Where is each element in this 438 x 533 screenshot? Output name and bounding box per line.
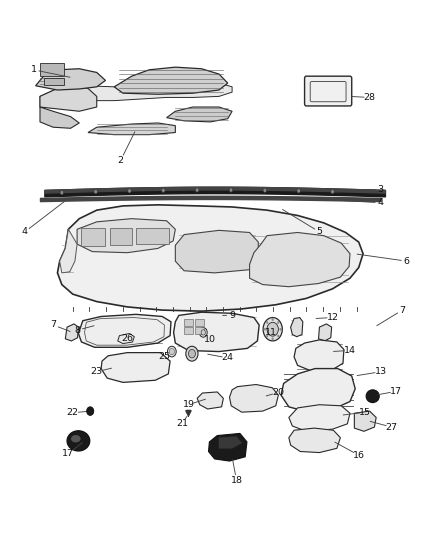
Bar (184, 319, 193, 326)
Circle shape (266, 335, 268, 337)
Text: 4: 4 (22, 228, 28, 237)
Text: 17: 17 (390, 387, 402, 396)
Polygon shape (77, 219, 175, 253)
Text: 16: 16 (353, 451, 365, 460)
Circle shape (186, 346, 198, 361)
Text: 19: 19 (183, 400, 194, 409)
Text: 11: 11 (265, 328, 277, 337)
Text: 4: 4 (378, 198, 384, 207)
Polygon shape (88, 123, 175, 135)
Polygon shape (318, 324, 332, 341)
Circle shape (272, 338, 274, 340)
Bar (136, 228, 169, 244)
Text: 28: 28 (364, 93, 376, 102)
Polygon shape (114, 67, 228, 94)
Text: 26: 26 (121, 334, 133, 343)
Circle shape (331, 190, 334, 194)
Bar (44, 78, 64, 85)
Polygon shape (219, 437, 242, 448)
Bar (195, 319, 204, 326)
Text: 14: 14 (344, 346, 356, 355)
Text: 7: 7 (50, 320, 56, 329)
Circle shape (264, 328, 266, 330)
Text: 1: 1 (30, 66, 36, 74)
Text: 10: 10 (204, 335, 216, 344)
Circle shape (128, 189, 131, 193)
Polygon shape (35, 69, 106, 90)
Polygon shape (60, 229, 77, 273)
Circle shape (167, 346, 176, 357)
Polygon shape (173, 312, 259, 352)
Text: 22: 22 (67, 408, 79, 417)
Polygon shape (57, 205, 363, 311)
Text: 20: 20 (272, 388, 284, 397)
Ellipse shape (71, 435, 81, 442)
Text: 5: 5 (316, 228, 322, 237)
Polygon shape (40, 82, 232, 107)
Circle shape (195, 188, 199, 192)
Polygon shape (175, 230, 258, 273)
Text: 8: 8 (74, 326, 80, 335)
Text: 7: 7 (399, 305, 406, 314)
Circle shape (267, 322, 279, 336)
Polygon shape (118, 334, 134, 344)
Circle shape (266, 321, 268, 324)
Text: 18: 18 (230, 476, 243, 484)
Text: 17: 17 (62, 449, 74, 458)
Polygon shape (197, 392, 223, 409)
Circle shape (229, 188, 233, 192)
Text: 9: 9 (229, 311, 235, 320)
Bar (81, 228, 106, 246)
Polygon shape (65, 324, 78, 341)
Bar (40, 63, 64, 76)
Text: 6: 6 (404, 257, 410, 265)
Polygon shape (208, 433, 247, 461)
Circle shape (199, 328, 207, 337)
Bar (195, 327, 204, 334)
Text: 24: 24 (222, 353, 234, 362)
FancyBboxPatch shape (304, 76, 352, 106)
Polygon shape (40, 86, 97, 111)
Text: 21: 21 (176, 419, 188, 428)
Text: 25: 25 (159, 352, 170, 361)
Ellipse shape (67, 431, 90, 451)
Text: 23: 23 (91, 367, 103, 376)
Text: 12: 12 (326, 313, 339, 322)
Polygon shape (290, 318, 303, 337)
Circle shape (263, 318, 283, 341)
Circle shape (94, 190, 97, 194)
Circle shape (263, 188, 267, 192)
Bar (110, 228, 132, 245)
Text: 15: 15 (359, 408, 371, 417)
Polygon shape (250, 232, 350, 287)
Polygon shape (230, 384, 279, 412)
Text: 3: 3 (378, 185, 384, 194)
Circle shape (162, 188, 165, 192)
Ellipse shape (87, 407, 94, 415)
Polygon shape (294, 340, 344, 370)
Circle shape (277, 321, 279, 324)
Circle shape (280, 328, 282, 330)
Polygon shape (289, 428, 340, 453)
Bar (184, 327, 193, 334)
Text: 2: 2 (118, 156, 124, 165)
Circle shape (272, 319, 274, 321)
Ellipse shape (366, 390, 379, 402)
Circle shape (169, 349, 174, 355)
Circle shape (277, 335, 279, 337)
Polygon shape (281, 368, 355, 412)
Polygon shape (101, 353, 170, 382)
Polygon shape (354, 411, 376, 431)
Circle shape (188, 350, 195, 358)
Polygon shape (40, 107, 79, 128)
Text: 13: 13 (374, 367, 387, 376)
Text: 27: 27 (385, 423, 397, 432)
Polygon shape (78, 314, 171, 348)
Circle shape (60, 190, 64, 195)
Polygon shape (289, 405, 350, 431)
Circle shape (297, 189, 300, 193)
Circle shape (201, 330, 205, 335)
Polygon shape (166, 107, 232, 122)
